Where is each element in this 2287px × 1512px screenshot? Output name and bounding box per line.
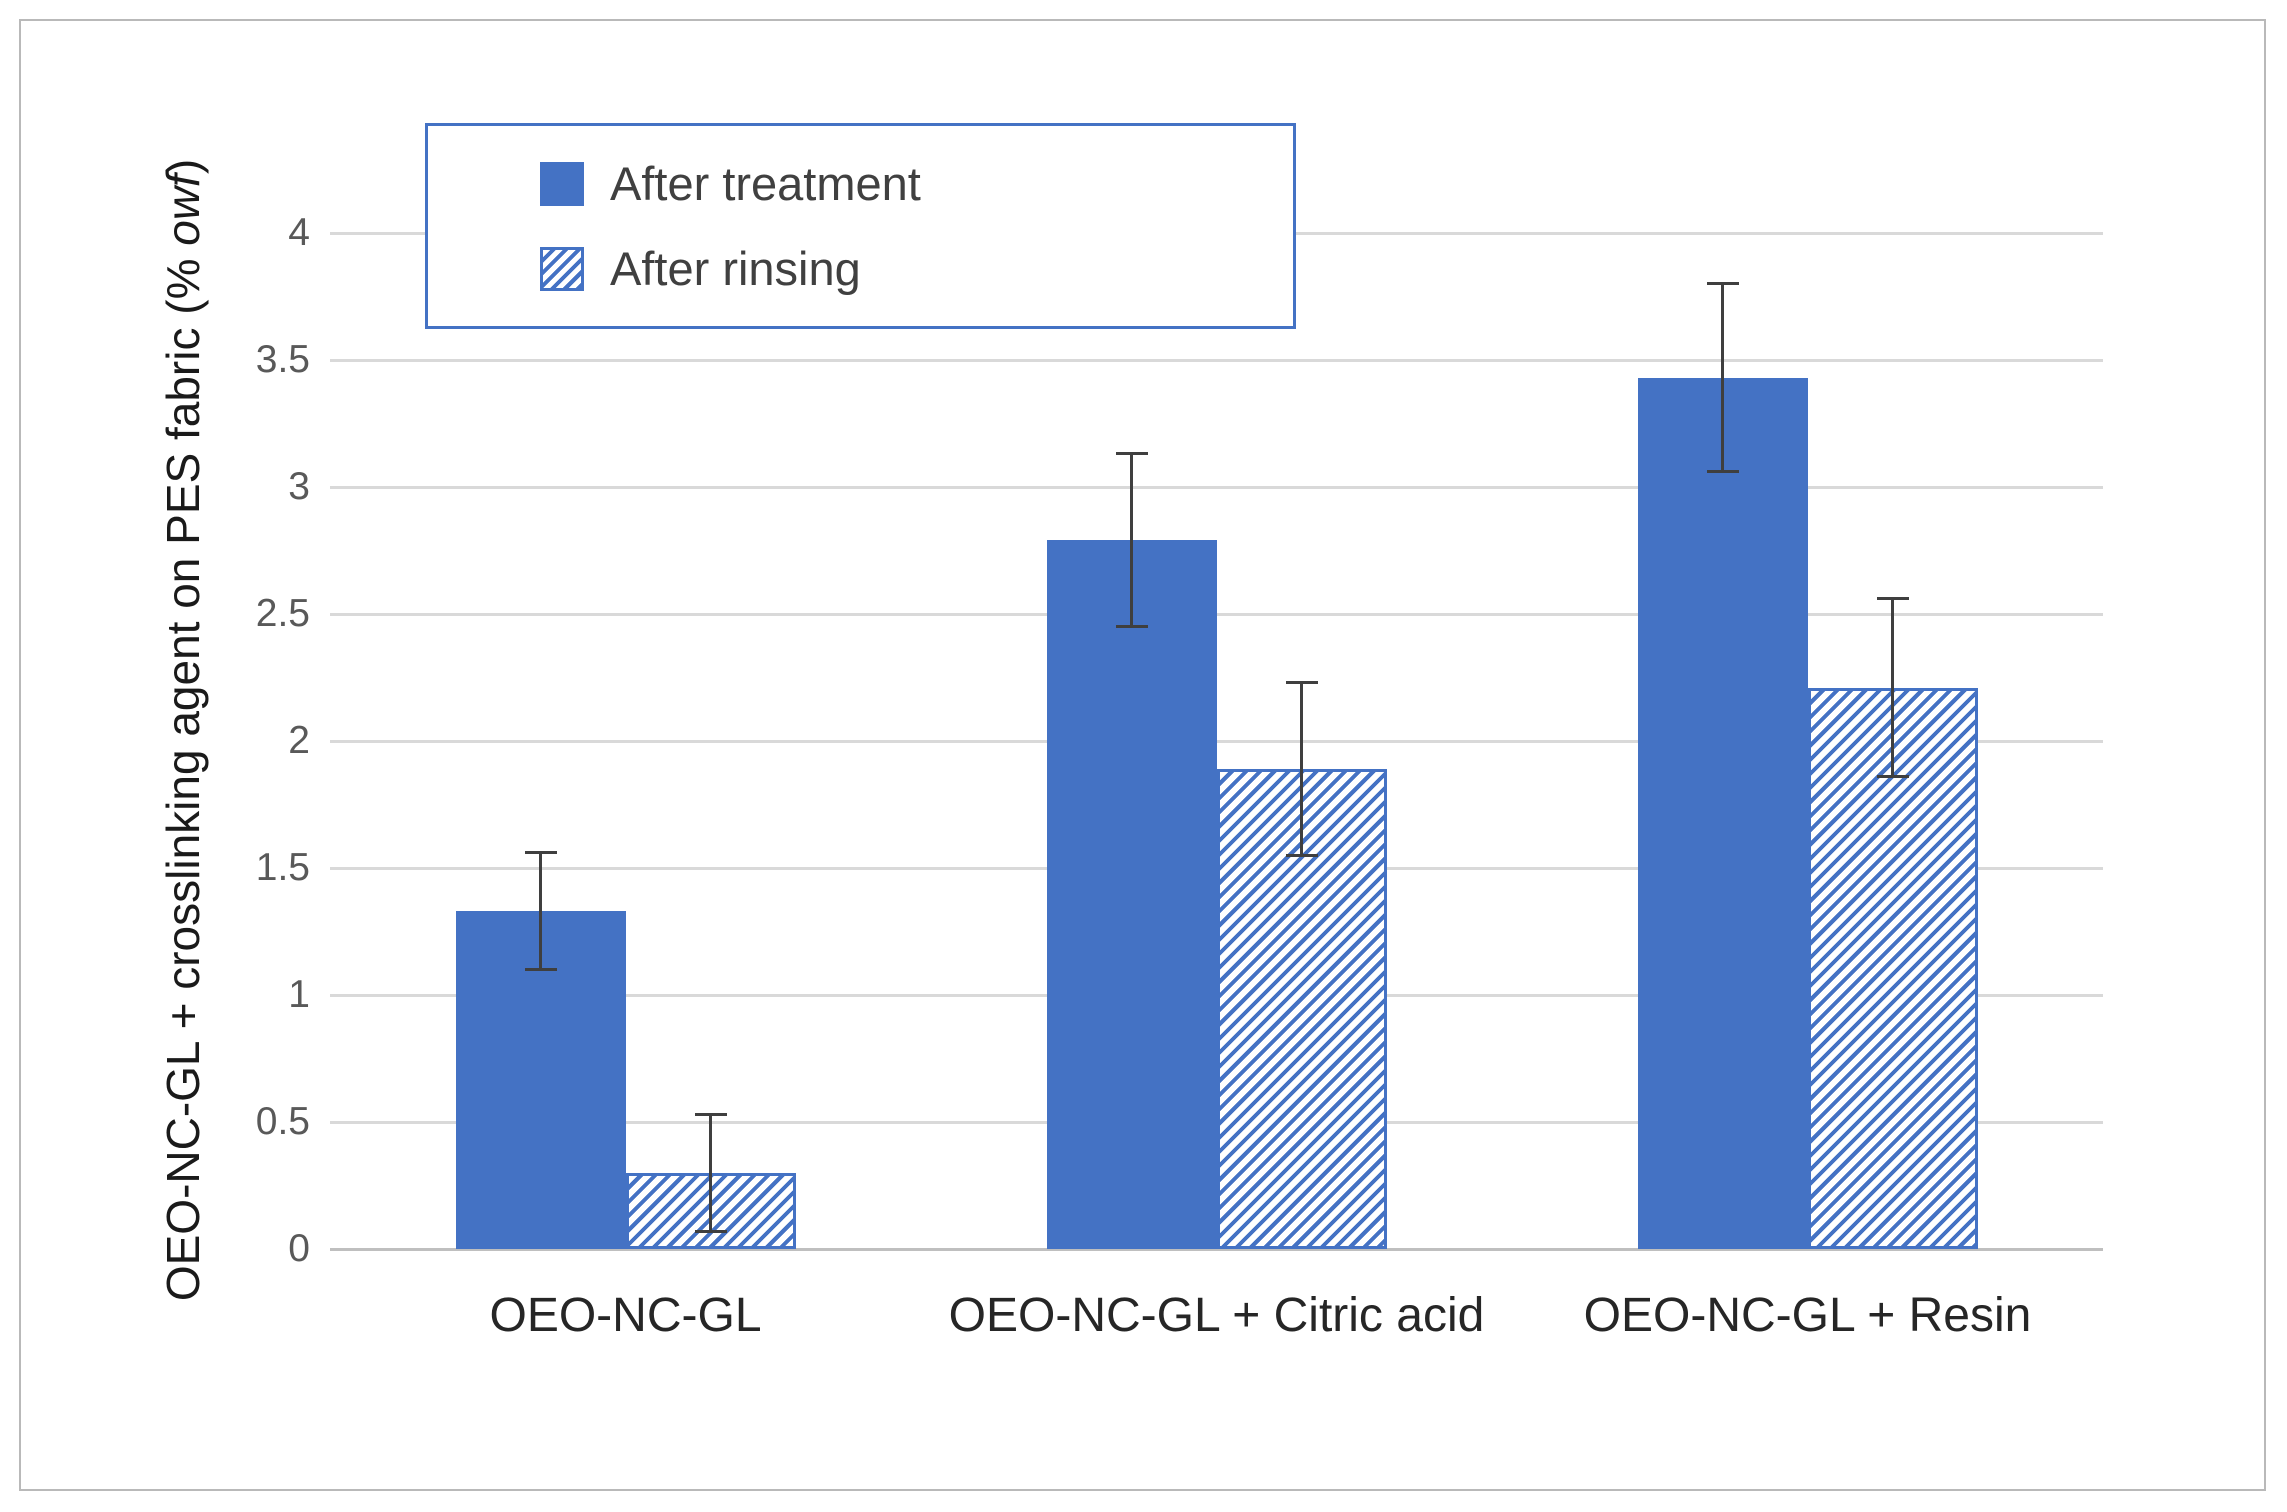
- error-bar-cap-top: [1876, 597, 1909, 601]
- y-axis-title-suffix: ): [157, 158, 209, 175]
- y-tick-label-2: 2: [288, 719, 310, 762]
- error-bar-line: [539, 852, 542, 970]
- error-bar-cap-bottom: [694, 1229, 727, 1233]
- legend: After treatment After rinsing: [425, 123, 1296, 329]
- error-bar-cap-top: [1706, 282, 1739, 286]
- legend-item-after-treatment: After treatment: [540, 156, 1293, 211]
- gridline-y-3.5: [330, 359, 2103, 362]
- error-bar-cap-bottom: [1876, 775, 1909, 779]
- legend-label: After rinsing: [610, 242, 861, 295]
- y-axis-title: OEO-NC-GL + crosslinking agent on PES fa…: [156, 152, 216, 1308]
- y-tick-label-2.5: 2.5: [255, 592, 310, 635]
- error-bar-line: [709, 1114, 712, 1232]
- error-bar-cap-top: [1285, 681, 1318, 685]
- error-bar-line: [1721, 283, 1724, 472]
- bar-hatched-oeo-nc-gl-resin: [1807, 687, 1978, 1249]
- error-bar-line: [1130, 453, 1133, 627]
- y-tick-label-0: 0: [288, 1227, 310, 1270]
- error-bar-line: [1300, 682, 1303, 856]
- error-bar-cap-top: [694, 1112, 727, 1116]
- gridline-y-2.5: [330, 613, 2103, 616]
- y-tick-label-1.5: 1.5: [255, 846, 310, 889]
- hatched-swatch-icon: [540, 246, 584, 291]
- error-bar-cap-bottom: [1115, 625, 1148, 629]
- legend-item-after-rinsing: After rinsing: [540, 241, 1293, 296]
- y-tick-label-4: 4: [288, 211, 310, 254]
- legend-label: After treatment: [610, 157, 921, 210]
- y-axis-title-text: OEO-NC-GL + crosslinking agent on PES fa…: [157, 245, 209, 1302]
- gridline-y-2: [330, 740, 2103, 743]
- y-tick-label-3: 3: [288, 465, 310, 508]
- y-tick-label-0.5: 0.5: [255, 1100, 310, 1143]
- bar-solid-oeo-nc-gl-resin: [1637, 377, 1808, 1249]
- solid-swatch-icon: [540, 161, 584, 206]
- y-tick-label-1: 1: [288, 973, 310, 1016]
- error-bar-cap-bottom: [524, 968, 557, 972]
- x-category-label-1: OEO-NC-GL + Citric acid: [948, 1289, 1485, 1342]
- x-axis-line: [330, 1248, 2103, 1251]
- y-tick-label-3.5: 3.5: [255, 338, 310, 381]
- y-axis-title-italic: owf: [157, 174, 209, 246]
- error-bar-cap-top: [524, 851, 557, 855]
- error-bar-cap-bottom: [1285, 853, 1318, 857]
- error-bar-cap-top: [1115, 452, 1148, 456]
- error-bar-cap-bottom: [1706, 470, 1739, 474]
- x-category-label-0: OEO-NC-GL: [489, 1289, 762, 1342]
- gridline-y-3: [330, 486, 2103, 489]
- error-bar-line: [1891, 598, 1894, 777]
- bar-solid-oeo-nc-gl-citric-acid: [1046, 540, 1217, 1249]
- x-category-label-2: OEO-NC-GL + Resin: [1583, 1289, 2032, 1342]
